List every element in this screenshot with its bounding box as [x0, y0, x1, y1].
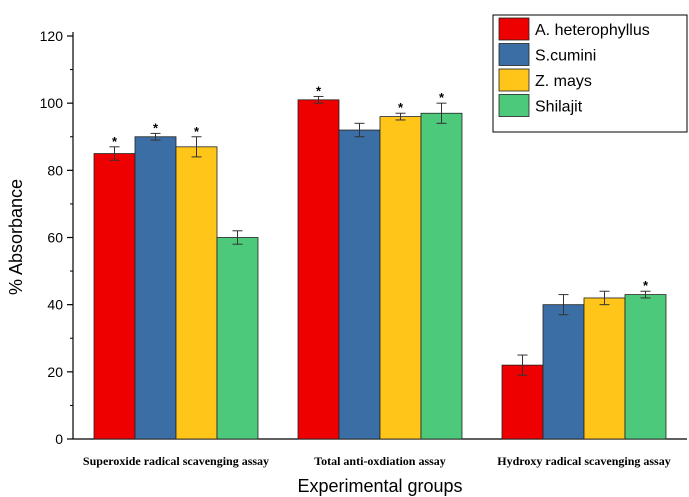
- bars: * * * * * * *: [93, 83, 667, 440]
- significance-marker: *: [112, 134, 118, 149]
- x-axis-title: Experimental groups: [297, 476, 462, 496]
- bar: [583, 297, 626, 440]
- bar: [624, 294, 667, 440]
- significance-marker: *: [398, 100, 404, 115]
- significance-marker: *: [153, 120, 159, 135]
- bar: [542, 304, 585, 440]
- y-tick-label: 100: [40, 95, 64, 111]
- legend-label: Shilajit: [535, 99, 583, 116]
- bar: [338, 129, 381, 440]
- axis-labels: 0 20 40 60 80 100 120 Superoxide radical scaven…: [40, 28, 671, 468]
- legend: A. heterophyllus S.cumini Z. mays Shilajit: [492, 14, 688, 133]
- y-tick-label: 40: [47, 297, 63, 313]
- bar: [297, 99, 340, 440]
- legend-swatch: [498, 94, 530, 117]
- significance-marker: *: [439, 90, 445, 105]
- bar: [420, 112, 463, 440]
- legend-label: S.cumini: [535, 48, 596, 65]
- legend-swatch: [498, 43, 530, 66]
- y-tick-label: 80: [47, 162, 63, 178]
- x-category-label: Total anti-oxdiation assay: [314, 454, 446, 468]
- bar: [216, 237, 259, 440]
- y-tick-label: 60: [47, 230, 63, 246]
- legend-swatch: [498, 17, 530, 41]
- y-tick-label: 0: [55, 431, 63, 447]
- y-tick-label: 20: [47, 364, 63, 380]
- bar: [93, 153, 136, 440]
- y-tick-label: 120: [40, 28, 64, 44]
- bar: [134, 136, 177, 440]
- bar: [175, 146, 218, 440]
- bar: [379, 116, 422, 440]
- x-category-label: Superoxide radical scavenging assay: [83, 454, 269, 468]
- significance-marker: *: [643, 278, 649, 293]
- bar: [501, 364, 544, 440]
- significance-marker: *: [194, 124, 200, 139]
- significance-marker: *: [316, 83, 322, 98]
- x-category-label: Hydroxy radical scavenging assay: [497, 454, 670, 468]
- legend-label: Z. mays: [535, 73, 592, 90]
- legend-label: A. heterophyllus: [535, 22, 650, 39]
- y-axis-title: % Absorbance: [6, 179, 26, 295]
- legend-swatch: [498, 68, 530, 92]
